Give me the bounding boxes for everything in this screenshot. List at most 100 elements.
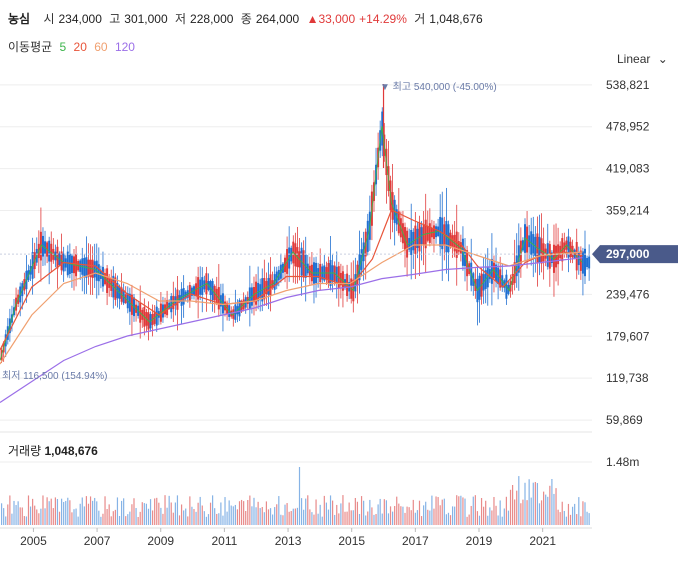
volume-bar <box>197 502 199 525</box>
volume-bar <box>127 514 129 525</box>
volume-bar <box>352 510 354 525</box>
volume-bar <box>578 497 580 525</box>
volume-bar <box>125 516 127 525</box>
volume-bar <box>387 513 390 525</box>
ma-label: 이동평균 <box>8 40 53 54</box>
volume-bar <box>100 516 102 525</box>
volume-bar <box>67 497 69 525</box>
volume-bar <box>356 501 359 525</box>
volume-bar <box>530 497 532 525</box>
volume-bar <box>427 509 429 525</box>
volume-bar <box>50 498 52 525</box>
volume-bar <box>79 503 81 525</box>
volume-bar <box>536 483 539 525</box>
volume-bar <box>468 514 470 525</box>
volume-bar <box>135 508 137 525</box>
y-tick-label: 359,214 <box>606 204 650 218</box>
volume-bar <box>34 505 36 525</box>
volume-bar <box>561 501 563 525</box>
volume-bar <box>120 500 123 525</box>
volume-bar <box>234 504 236 525</box>
candle-body <box>581 251 584 274</box>
volume-bar <box>563 510 565 525</box>
volume-bar <box>464 498 466 525</box>
volume-bar <box>458 496 460 525</box>
y-tick-label: 419,083 <box>606 162 650 176</box>
volume-bar <box>303 509 305 525</box>
volume-bar <box>75 508 77 525</box>
volume-bar <box>305 498 307 525</box>
volume-bar <box>555 488 557 525</box>
close-label: 종 <box>240 12 252 26</box>
scale-dropdown[interactable]: Linear ⌄ <box>617 52 668 66</box>
volume-bar <box>207 514 210 525</box>
volume-bar <box>249 495 251 525</box>
volume-bar <box>245 511 247 525</box>
volume-bar <box>396 496 398 525</box>
ma60-label: 60 <box>94 40 108 54</box>
volume-bar <box>230 505 232 525</box>
volume-bar <box>311 512 313 525</box>
volume-bar <box>300 498 303 525</box>
moving-average-legend[interactable]: 이동평균 5 20 60 120 <box>8 38 135 55</box>
volume-bar <box>52 508 54 525</box>
volume-bar <box>391 511 394 525</box>
volume-bar <box>17 501 19 525</box>
volume-bar <box>431 495 433 525</box>
volume-bar <box>443 498 445 525</box>
volume-bar <box>408 507 410 525</box>
volume-bar <box>412 499 414 525</box>
x-tick-label: 2007 <box>84 534 111 548</box>
volume-bar <box>346 511 348 525</box>
volume-bar <box>89 496 92 525</box>
volume-bar <box>228 500 230 525</box>
volume-bar <box>338 513 340 525</box>
volume-bar <box>243 501 245 525</box>
volume-bar <box>274 507 276 525</box>
volume-bar <box>63 501 65 525</box>
volume-bar <box>23 516 25 525</box>
volume-bar <box>385 500 387 525</box>
volume-bar <box>307 495 309 525</box>
volume-bar <box>263 512 265 525</box>
volume-bar <box>94 497 96 525</box>
volume-bar <box>532 482 534 525</box>
volume-bar <box>389 506 392 525</box>
volume-bar <box>212 495 214 525</box>
volume-bar <box>487 515 489 525</box>
close-value: 264,000 <box>255 12 300 26</box>
volume-bar <box>65 500 67 525</box>
ma120-line <box>0 257 583 404</box>
volume-bar <box>344 511 346 525</box>
volume-bar <box>32 498 34 525</box>
volume-bar <box>476 511 479 525</box>
volume-bar <box>435 496 437 525</box>
volume-bar <box>557 509 559 525</box>
volume-bar <box>336 504 338 525</box>
volume-bar <box>524 482 526 525</box>
volume-bar <box>451 506 454 525</box>
volume-bar <box>449 515 452 525</box>
volume-bar <box>282 515 284 525</box>
volume-bar <box>309 509 311 525</box>
volume-bar <box>373 514 375 525</box>
volume-bar <box>158 502 160 525</box>
y-tick-label: 119,738 <box>606 371 649 385</box>
volume-bar <box>528 479 530 525</box>
scale-label: Linear <box>617 52 651 66</box>
volume-bar <box>325 502 327 525</box>
volume-bar <box>232 506 234 525</box>
volume-bar <box>176 495 179 525</box>
change-percent: +14.29% <box>359 12 407 26</box>
volume-bar <box>381 513 383 525</box>
x-tick-label: 2015 <box>338 534 365 548</box>
volume-bar <box>261 507 263 525</box>
volume-bar <box>414 512 416 525</box>
volume-label: 거 <box>414 12 426 26</box>
volume-bar <box>133 498 135 525</box>
volume-bar <box>565 516 567 525</box>
ma20-label: 20 <box>73 40 87 54</box>
volume-bar <box>92 500 94 525</box>
open-label: 시 <box>43 12 55 26</box>
